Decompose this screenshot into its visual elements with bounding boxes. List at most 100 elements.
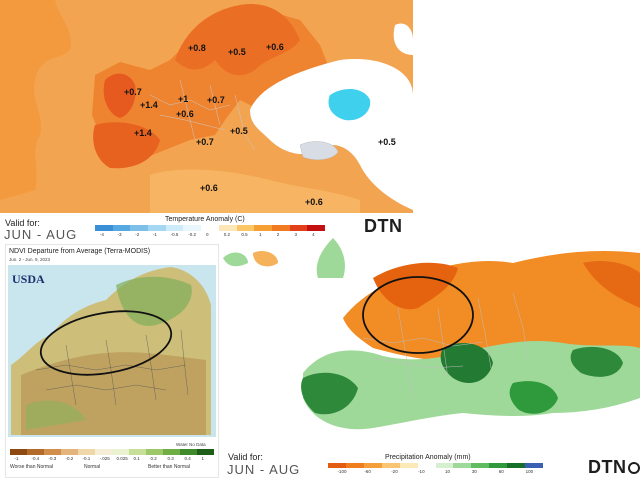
ndvi_map-legend-tick: 1 xyxy=(201,456,205,461)
ndvi_map-legend-swatch xyxy=(78,449,95,455)
temperature_map-legend-tick: 2 xyxy=(276,232,280,237)
temp-valid-period: JUN - AUG xyxy=(4,227,78,240)
iceland-patch xyxy=(253,251,278,267)
precipitation-anomaly-map: Valid for: JUN - AUG Precipitation Anoma… xyxy=(223,238,640,480)
temp-anomaly-label: +0.7 xyxy=(207,95,225,105)
precip_map-legend-swatch xyxy=(328,463,346,468)
temperature-legend-swatches xyxy=(95,225,325,231)
scandinavia-region xyxy=(175,4,300,76)
precip_map-legend-swatch xyxy=(507,463,526,468)
precip_map-legend-swatch xyxy=(417,463,436,468)
precip-dtn-text: DTN xyxy=(588,457,627,477)
ndvi_map-legend-tick: -0.3 xyxy=(48,456,57,461)
temperature_map-legend-tick: -3 xyxy=(117,232,122,237)
ndvi-iberia xyxy=(26,400,86,430)
temperature_map-legend-swatch xyxy=(130,225,149,231)
precip-dtn-logo: DTN xyxy=(588,457,640,478)
precip-borders xyxy=(362,292,529,399)
temperature_map-legend-tick: 4 xyxy=(312,232,315,237)
ndvi_map-legend-tick: -.025 xyxy=(99,456,110,461)
precip_map-legend-tick: -60 xyxy=(364,469,371,474)
temp-anomaly-label: +0.7 xyxy=(124,87,142,97)
northeast-dry-core xyxy=(583,261,640,308)
precip_map-legend-tick: 10 xyxy=(444,469,450,474)
cool-anomaly-patch xyxy=(328,88,371,121)
ndvi_map-legend-swatch xyxy=(163,449,180,455)
temperature_map-legend-swatch xyxy=(112,225,131,231)
precip_map-legend-swatch xyxy=(489,463,508,468)
temperature_map-legend-swatch xyxy=(183,225,202,231)
scandinavia-dry-core xyxy=(373,262,458,310)
precip_map-legend-swatch xyxy=(471,463,490,468)
greenland-wet-patch xyxy=(223,252,248,267)
temperature_map-legend-swatch xyxy=(201,225,219,231)
precip-legend-ticks: -100 -60 -20 -10 10 30 60 100 xyxy=(328,469,543,475)
black-sea xyxy=(299,141,339,160)
temp-anomaly-label: +0.5 xyxy=(228,47,246,57)
temperature_map-legend-swatch xyxy=(236,225,255,231)
temperature_map-legend-swatch xyxy=(148,225,166,231)
precip-valid-period: JUN - AUG xyxy=(227,462,301,477)
temperature_map-legend-tick: 0 xyxy=(206,232,209,237)
temperature-anomaly-map: +0.8 +0.5 +0.6 +0.7 +1.4 +1 +0.7 +0.6 +1.4 +0.5 +0… xyxy=(0,0,413,240)
dtn-circle-icon xyxy=(627,462,640,474)
ndvi-date-range: Jun. 2 - Jun. 9, 2023 xyxy=(9,257,51,262)
ndvi_map-legend-swatch xyxy=(10,449,27,455)
temperature_map-legend-swatch xyxy=(165,225,184,231)
ndvi-normal-label: Normal xyxy=(84,464,101,470)
ndvi_map-legend-tick: 0.025 xyxy=(116,456,128,461)
temperature-legend-ticks: -4 -3 -2 -1 -0.5 -0.2 0 0.2 0.5 1 2 3 4 xyxy=(95,232,325,238)
ndvi_map-legend-swatch xyxy=(180,449,197,455)
ocean-anomaly-area xyxy=(0,0,72,200)
precip_map-legend-tick: 100 xyxy=(525,469,534,474)
precip_map-legend-swatch xyxy=(435,463,454,468)
temperature-map-svg xyxy=(0,0,413,240)
ndvi-map-svg xyxy=(6,245,218,477)
precip_map-legend-tick: 60 xyxy=(498,469,504,474)
temperature_map-legend-tick: -0.2 xyxy=(188,232,197,237)
country-borders xyxy=(149,79,256,151)
iberia-region xyxy=(93,122,160,169)
temp-anomaly-label: +0.6 xyxy=(200,183,218,193)
caucasus-wet-core xyxy=(570,346,623,377)
ndvi_map-legend-swatch xyxy=(129,449,146,455)
wet-anomaly-region xyxy=(303,340,640,430)
precip-legend-unit: (mm) xyxy=(454,454,471,461)
ndvi_map-legend-tick: 0.1 xyxy=(133,456,140,461)
temperature_map-legend-tick: -4 xyxy=(99,232,104,237)
temp-anomaly-label: +1 xyxy=(178,94,189,104)
temperature_map-legend-swatch xyxy=(271,225,290,231)
turkey-wet-core xyxy=(509,381,558,414)
ndvi_map-legend-tick: 0.3 xyxy=(167,456,174,461)
ndvi-borders xyxy=(35,329,189,406)
ndvi-scandinavia xyxy=(116,276,192,326)
temp-valid-for-label: Valid for: xyxy=(5,218,40,228)
precip_map-legend-tick: -20 xyxy=(391,469,398,474)
precip_map-legend-swatch xyxy=(363,463,382,468)
ndvi_map-legend-swatch xyxy=(44,449,61,455)
ndvi_map-legend-tick: -1 xyxy=(14,456,19,461)
temp-anomaly-label: +0.5 xyxy=(230,126,248,136)
ndvi-departure-map: NDVI Departure from Average (Terra-MODIS… xyxy=(5,244,219,478)
temp-anomaly-label: +0.6 xyxy=(176,109,194,119)
precip-legend-swatches xyxy=(328,463,544,468)
temp-anomaly-label: +0.6 xyxy=(305,197,323,207)
temp-dtn-text: DTN xyxy=(364,216,403,236)
ndvi_map-legend-swatch xyxy=(146,449,163,455)
temperature_map-legend-swatch xyxy=(95,225,113,231)
ndvi-highlight-ellipse xyxy=(39,310,173,376)
ndvi_map-legend-swatch xyxy=(197,449,214,455)
precip-legend-title-text: Precipitation Anomaly xyxy=(385,454,453,461)
precip_map-legend-tick: -100 xyxy=(337,469,347,474)
ndvi_map-legend-swatch xyxy=(95,449,112,455)
precip-map-svg xyxy=(223,238,640,480)
north-wet-patch xyxy=(316,238,345,278)
usda-logo: USDA xyxy=(12,272,45,286)
ndvi-worse-label: Worse than Normal xyxy=(10,464,53,470)
precip_map-legend-tick: 30 xyxy=(471,469,477,474)
ndvi_map-legend-tick: 0.2 xyxy=(150,456,157,461)
precip-legend-title: Precipitation Anomaly (mm) xyxy=(385,454,471,461)
precip_map-legend-swatch xyxy=(381,463,400,468)
ndvi_map-legend-tick: -0.4 xyxy=(31,456,40,461)
temp-anomaly-label: +1.4 xyxy=(140,100,158,110)
